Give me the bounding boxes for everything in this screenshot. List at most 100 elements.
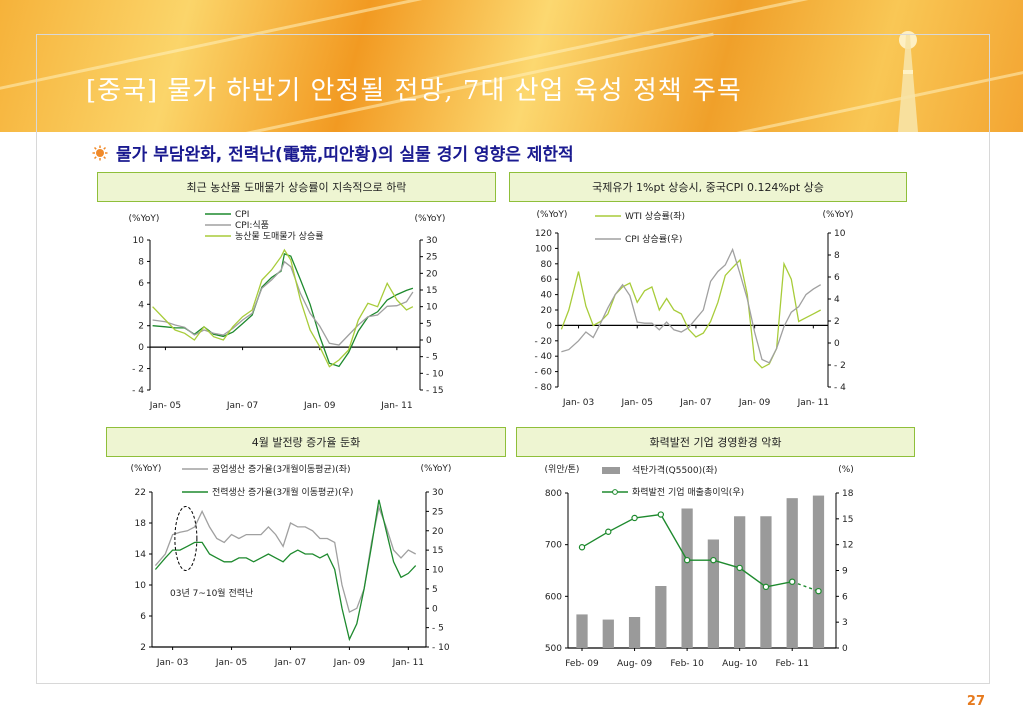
series-point [631, 514, 638, 522]
panel-header-4: 화력발전 기업 경영환경 악화 [516, 427, 915, 457]
legend-label: CPI:식품 [235, 220, 269, 231]
x-tick-label: Feb- 11 [775, 659, 809, 669]
right-tick-label: 10 [426, 303, 438, 313]
left-unit-label: (%YoY) [537, 210, 568, 220]
page-number: 27 [966, 694, 985, 709]
subtitle-row: 물가 부담완화, 전력난(電荒,띠안황)의 실물 경기 영향은 제한적 [92, 140, 574, 165]
left-tick-label: 22 [135, 488, 146, 498]
right-tick-label: 10 [834, 229, 846, 239]
panel-header-3: 4월 발전량 증가율 둔화 [106, 427, 506, 457]
bar-coal-price [760, 516, 772, 648]
series-point [815, 587, 822, 595]
right-unit-label: (%YoY) [421, 464, 452, 474]
left-unit-label: (%YoY) [131, 464, 162, 474]
header-banner [0, 0, 1023, 132]
left-tick-label: 40 [541, 291, 553, 301]
x-tick-label: Feb- 09 [565, 659, 599, 669]
right-tick-label: 25 [426, 253, 437, 263]
left-tick-label: 6 [138, 279, 144, 289]
x-tick-label: Jan- 11 [392, 658, 424, 668]
x-tick-label: Jan- 05 [621, 398, 653, 408]
panel-header-2: 국제유가 1%pt 상승시, 중국CPI 0.124%pt 상승 [509, 172, 907, 202]
series-point [683, 556, 691, 564]
bar-coal-price [707, 539, 720, 648]
left-tick-label: 8 [138, 257, 144, 267]
right-tick-label: - 5 [432, 624, 444, 634]
left-tick-label: 10 [135, 581, 147, 591]
right-tick-label: 4 [834, 295, 840, 305]
series-point [657, 511, 665, 518]
left-tick-label: 14 [135, 550, 147, 560]
bar-coal-price [812, 495, 825, 648]
right-tick-label: 25 [432, 507, 443, 517]
chart-power-output: (%YoY) (%YoY) 22 18 14 10 6 2 30 25 20 15 10 5 0 - 5 - 1… [131, 463, 452, 668]
x-tick-label: Aug- 10 [722, 659, 757, 669]
right-tick-label: 15 [432, 546, 443, 556]
bar-coal-price [734, 516, 746, 648]
right-tick-label: 15 [842, 515, 853, 525]
right-tick-label: 3 [842, 618, 848, 628]
left-tick-label: 4 [138, 300, 144, 310]
bar-coal-price [628, 617, 641, 648]
chart-thermal-power: (위안/톤) (%) 800 700 600 500 18 15 12 9 6 3 0 Feb- 09 Au… [545, 464, 854, 669]
right-tick-label: 15 [426, 286, 437, 296]
series-point [578, 544, 586, 551]
right-tick-label: 0 [834, 339, 840, 349]
series-line-1-projected [791, 581, 819, 592]
legend-label: CPI [235, 210, 249, 220]
x-tick-label: Jan- 07 [679, 398, 711, 408]
left-tick-label: 800 [545, 489, 562, 499]
left-tick-label: 0 [138, 343, 144, 353]
series-point [789, 578, 796, 585]
right-tick-label: - 4 [834, 383, 846, 393]
legend-label: WTI 상승률(좌) [625, 211, 685, 222]
x-tick-label: Jan- 11 [380, 401, 412, 411]
right-tick-label: 0 [842, 644, 848, 654]
right-tick-label: 6 [842, 592, 848, 602]
slide-title: [중국] 물가 하반기 안정될 전망, 7대 산업 육성 정책 주목 [86, 76, 742, 106]
right-unit-label: (%YoY) [415, 214, 446, 224]
right-tick-label: 6 [834, 273, 840, 283]
series-point [736, 564, 743, 572]
bar-coal-price [681, 508, 693, 648]
sun-bullet-icon [92, 145, 108, 160]
x-tick-label: Jan- 11 [797, 398, 829, 408]
slide-subtitle: 물가 부담완화, 전력난(電荒,띠안황)의 실물 경기 영향은 제한적 [116, 145, 574, 165]
series-line-2 [561, 247, 822, 364]
series-point [762, 583, 770, 591]
legend-label: 화력발전 기업 매출총이익(우) [632, 486, 744, 498]
x-tick-label: Jan- 09 [738, 398, 771, 408]
left-tick-label: 80 [541, 260, 553, 270]
legend-label: 석탄가격(Q5500)(좌) [632, 464, 717, 476]
left-tick-label: 0 [546, 321, 552, 331]
right-tick-label: 5 [432, 585, 438, 595]
series-line-3 [152, 248, 414, 368]
right-tick-label: 8 [834, 251, 840, 261]
right-tick-label: 20 [426, 269, 438, 279]
right-tick-label: 0 [426, 336, 432, 346]
left-tick-label: - 80 [534, 383, 552, 393]
x-tick-label: Jan- 09 [333, 658, 366, 668]
x-tick-label: Feb- 10 [670, 659, 704, 669]
left-tick-label: 20 [541, 306, 553, 316]
panel-header-1: 최근 농산물 도매물가 상승률이 지속적으로 하락 [97, 172, 496, 202]
left-tick-label: 120 [535, 229, 552, 239]
x-tick-label: Jan- 03 [156, 658, 188, 668]
left-tick-label: 60 [541, 275, 553, 285]
left-tick-label: 10 [133, 236, 145, 246]
right-tick-label: 10 [432, 566, 444, 576]
left-tick-label: 2 [140, 643, 146, 653]
series-line-1 [560, 258, 822, 369]
bar-coal-price [655, 586, 667, 648]
slide-frame [36, 34, 990, 684]
left-tick-label: - 40 [534, 352, 552, 362]
left-tick-label: 100 [535, 244, 552, 254]
left-tick-label: - 20 [534, 337, 552, 347]
x-tick-label: Jan- 05 [149, 401, 181, 411]
right-tick-label: 5 [426, 319, 432, 329]
tower-icon [898, 31, 918, 132]
left-unit-label: (%YoY) [129, 214, 160, 224]
legend-label: 전력생산 증가율(3개월 이동평균)(우) [212, 486, 353, 498]
